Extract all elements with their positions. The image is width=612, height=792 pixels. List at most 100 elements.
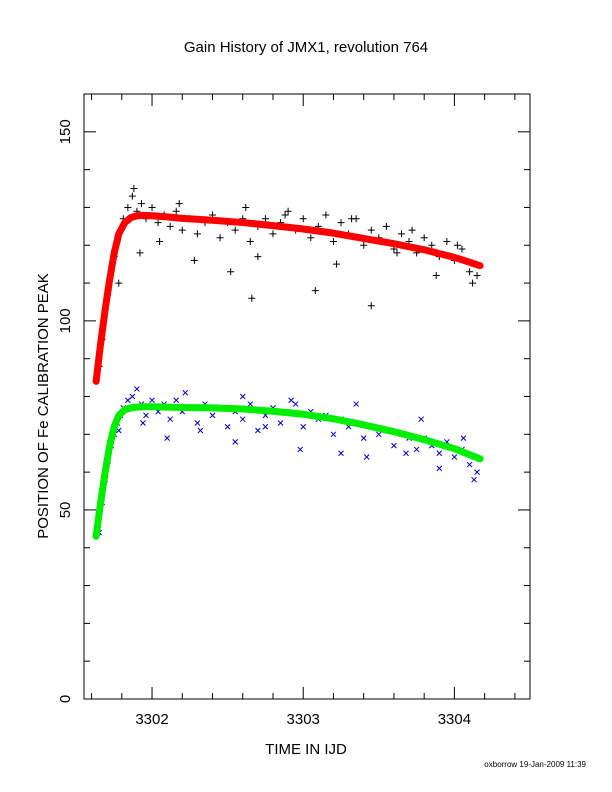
data-point	[367, 302, 375, 310]
data-point	[277, 420, 284, 426]
data-point	[460, 435, 467, 441]
data-point	[137, 200, 145, 208]
data-point	[124, 203, 132, 211]
data-point	[172, 207, 180, 215]
data-point	[360, 435, 367, 441]
data-point	[166, 222, 174, 230]
data-point	[428, 241, 436, 249]
data-point	[288, 397, 294, 404]
data-point	[363, 454, 370, 460]
data-point	[453, 241, 461, 249]
y-axis: 0 50 100 150	[57, 93, 530, 703]
footer-stamp: oxborrow 19-Jan-2009 11:39	[484, 760, 586, 769]
data-point	[143, 412, 149, 419]
fit-curve	[92, 211, 484, 385]
data-point	[232, 439, 239, 445]
data-point	[299, 215, 307, 223]
data-point	[248, 294, 256, 302]
data-point	[418, 416, 424, 423]
data-point	[154, 219, 162, 227]
data-point	[134, 386, 140, 392]
data-point	[190, 256, 198, 264]
data-point	[360, 241, 368, 249]
data-point	[466, 268, 474, 276]
data-point	[231, 226, 239, 234]
data-point	[227, 268, 235, 276]
data-point	[224, 423, 231, 430]
data-point	[353, 401, 359, 407]
data-point	[391, 442, 397, 449]
data-point	[466, 461, 473, 468]
data-point	[182, 389, 189, 396]
data-point	[173, 397, 180, 404]
data-point	[322, 211, 330, 219]
y-tick-label: 150	[57, 119, 74, 144]
y-axis-label: POSITION OF Fe CALIBRATION PEAK	[35, 273, 52, 539]
data-point	[300, 423, 307, 430]
data-point	[382, 222, 390, 230]
data-point	[413, 446, 420, 453]
data-point	[403, 450, 409, 457]
data-point	[239, 393, 246, 400]
data-point	[247, 401, 254, 407]
data-point	[420, 234, 428, 242]
data-point	[332, 260, 340, 268]
data-point	[269, 230, 277, 238]
data-point	[149, 397, 155, 404]
data-point	[193, 230, 201, 238]
data-point	[297, 446, 304, 453]
data-point	[239, 416, 246, 423]
data-point	[246, 237, 254, 245]
data-point	[261, 215, 269, 223]
data-point	[140, 420, 146, 426]
x-tick-label: 3302	[135, 711, 168, 728]
data-point	[338, 450, 344, 457]
plot-frame	[83, 93, 531, 700]
data-point	[473, 272, 481, 279]
data-point	[194, 420, 201, 426]
y-tick-label: 0	[57, 695, 74, 703]
data-point	[129, 393, 136, 400]
fit-curve	[92, 403, 484, 540]
data-point	[255, 427, 261, 434]
data-point	[458, 245, 466, 253]
data-point	[148, 203, 156, 211]
data-point	[474, 469, 480, 475]
data-point	[408, 226, 416, 234]
data-point	[136, 249, 144, 257]
data-point	[471, 476, 477, 483]
data-point	[451, 454, 458, 460]
data-point	[330, 431, 337, 438]
data-point	[284, 207, 292, 215]
data-point	[432, 272, 440, 279]
data-point	[254, 253, 262, 261]
data-point	[436, 465, 443, 472]
data-point	[397, 230, 405, 238]
data-point	[178, 226, 186, 234]
data-point	[262, 423, 269, 430]
x-axis-label: TIME IN IJD	[265, 741, 347, 758]
x-axis: 3302 3303 3304	[91, 94, 516, 728]
data-point	[292, 401, 299, 407]
data-point	[197, 427, 204, 434]
data-point	[175, 200, 183, 208]
data-point	[130, 185, 138, 193]
data-point	[128, 192, 136, 200]
x-tick-label: 3303	[287, 711, 320, 728]
data-point	[209, 412, 216, 419]
series-layer	[92, 185, 484, 540]
data-point	[164, 435, 171, 441]
data-point	[115, 279, 123, 287]
data-point	[367, 226, 375, 234]
y-tick-label: 50	[57, 502, 74, 519]
data-point	[393, 249, 401, 257]
data-point	[337, 219, 345, 227]
data-point	[281, 211, 289, 219]
data-point	[329, 237, 337, 245]
data-point	[436, 450, 443, 457]
data-point	[124, 397, 131, 404]
data-point	[156, 237, 164, 245]
data-point	[311, 287, 319, 295]
data-point	[469, 279, 477, 287]
